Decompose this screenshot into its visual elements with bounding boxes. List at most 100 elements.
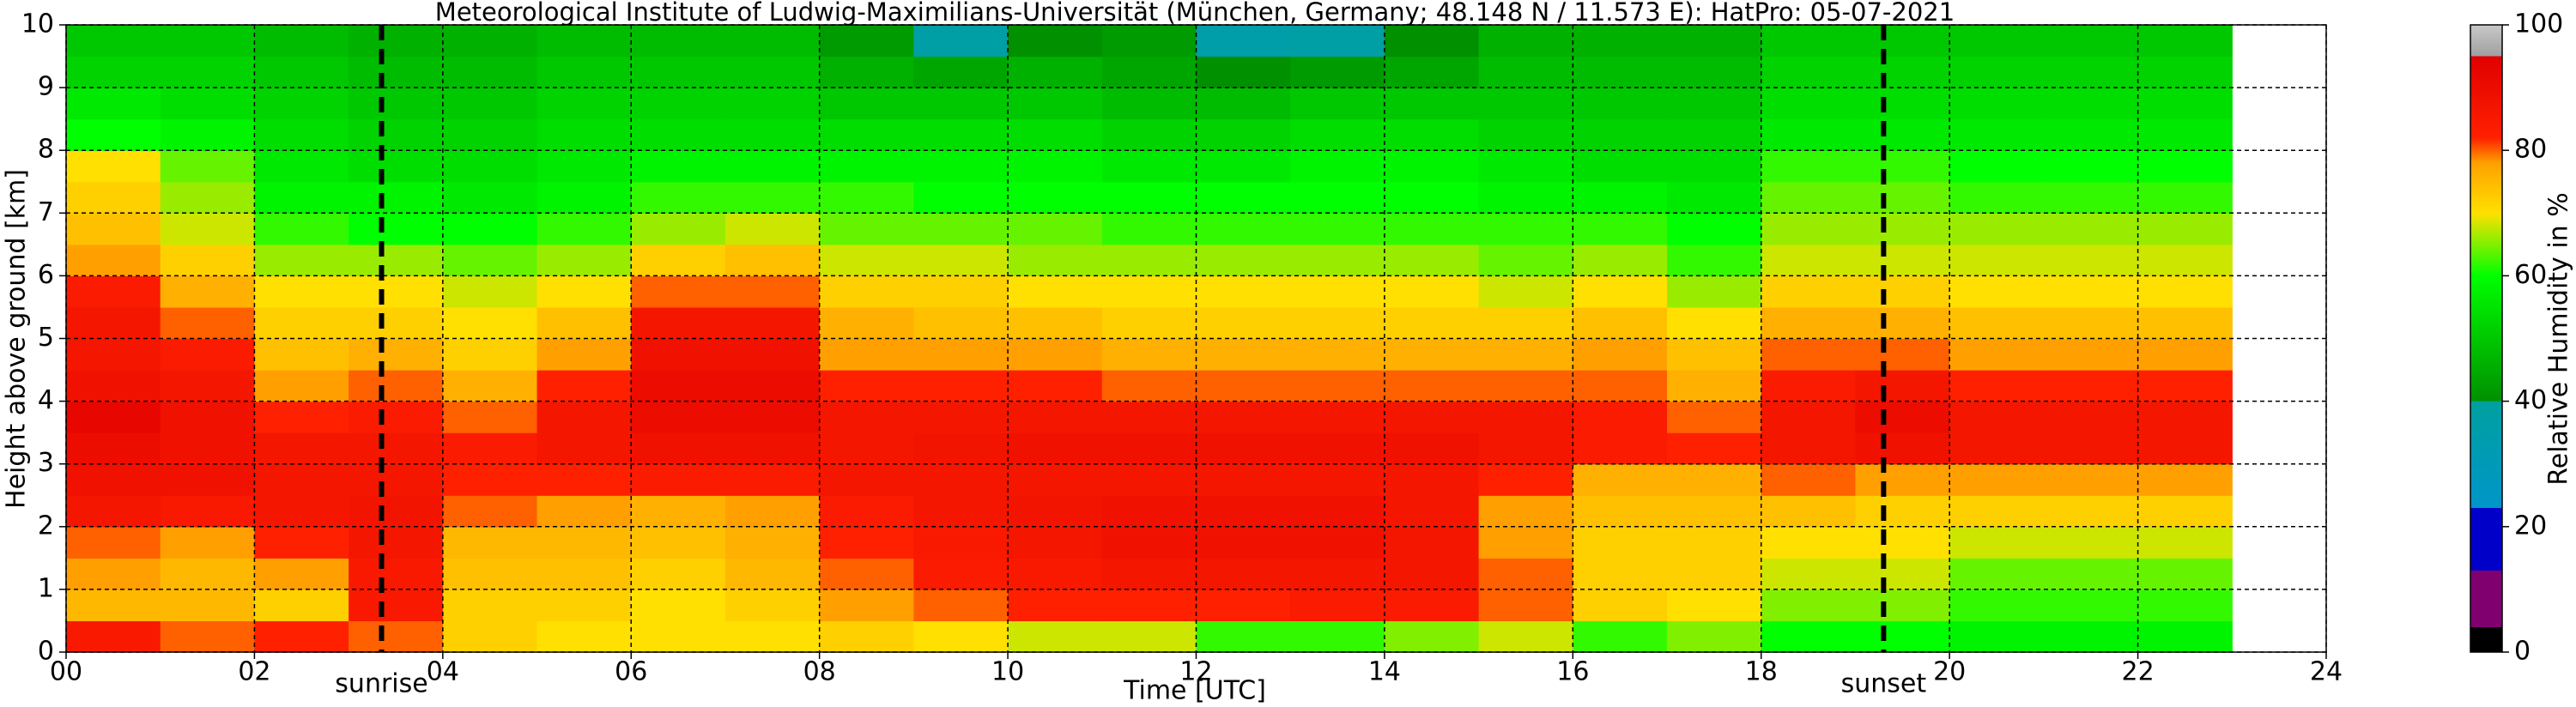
- heatmap-cell: [819, 558, 914, 590]
- colorbar-tick-label: 40: [2514, 385, 2547, 415]
- heatmap-cell: [254, 495, 349, 528]
- heatmap-cell: [1384, 306, 1480, 340]
- heatmap-cell: [2137, 495, 2233, 528]
- heatmap-cell: [1196, 118, 1291, 151]
- heatmap-cell: [442, 306, 538, 340]
- heatmap-cell: [1290, 463, 1385, 496]
- heatmap-cell: [1196, 213, 1291, 245]
- heatmap-cell: [536, 275, 632, 308]
- heatmap-cell: [1573, 558, 1668, 590]
- heatmap-cell: [442, 244, 538, 276]
- heatmap-cell: [631, 526, 726, 559]
- y-tick-label: 4: [38, 385, 54, 415]
- heatmap-cell: [1101, 432, 1197, 465]
- heatmap-cell: [1855, 25, 1950, 57]
- heatmap-cell: [1101, 213, 1197, 245]
- heatmap-cell: [1101, 495, 1197, 528]
- heatmap-cell: [913, 401, 1009, 433]
- heatmap-cell: [913, 589, 1009, 622]
- heatmap-cell: [1855, 495, 1950, 528]
- heatmap-cell: [1008, 244, 1103, 276]
- x-tick-label: 16: [1556, 657, 1589, 687]
- colorbar-tick-label: 0: [2514, 637, 2531, 667]
- heatmap-cell: [1290, 526, 1385, 559]
- heatmap-cell: [724, 150, 821, 183]
- heatmap-cell: [1008, 118, 1103, 151]
- x-tick-label: 20: [1933, 657, 1966, 687]
- heatmap-cell: [1384, 589, 1480, 622]
- heatmap-cell: [1667, 275, 1762, 308]
- heatmap-cell: [1384, 56, 1480, 88]
- heatmap-cell: [1196, 150, 1291, 183]
- heatmap-cell: [1573, 338, 1668, 371]
- heatmap-cell: [1478, 88, 1573, 120]
- heatmap-cell: [631, 589, 726, 622]
- heatmap-cell: [1761, 495, 1857, 528]
- heatmap-cell: [1101, 88, 1197, 120]
- heatmap-cell: [631, 306, 726, 340]
- heatmap-cell: [1008, 401, 1103, 433]
- y-tick-label: 2: [38, 511, 54, 541]
- heatmap-cell: [1667, 463, 1762, 496]
- heatmap-cell: [254, 56, 349, 88]
- heatmap-cell: [1290, 181, 1385, 214]
- heatmap-cell: [254, 463, 349, 496]
- heatmap-cell: [1101, 118, 1197, 151]
- heatmap-cell: [2137, 306, 2233, 340]
- colorbar-tick-label: 20: [2514, 511, 2547, 541]
- heatmap-cell: [536, 558, 632, 590]
- heatmap-cell: [724, 213, 821, 245]
- heatmap-cell: [1384, 181, 1480, 214]
- x-tick-label: 24: [2310, 657, 2343, 687]
- heatmap-cell: [1949, 401, 2045, 433]
- heatmap-cell: [2043, 495, 2139, 528]
- heatmap-cell: [724, 275, 821, 308]
- heatmap-cell: [442, 401, 538, 433]
- heatmap-cell: [1384, 620, 1480, 653]
- heatmap-cell: [1101, 150, 1197, 183]
- heatmap-cell: [160, 495, 256, 528]
- heatmap-cell: [1478, 401, 1573, 433]
- heatmap-cell: [536, 589, 632, 622]
- heatmap-cell: [913, 181, 1009, 214]
- heatmap-cell: [631, 88, 726, 120]
- heatmap-cell: [1101, 401, 1197, 433]
- heatmap-cell: [1667, 338, 1762, 371]
- heatmap-cell: [2137, 118, 2233, 151]
- heatmap-cell: [1478, 244, 1573, 276]
- heatmap-cell: [1667, 558, 1762, 590]
- heatmap-cell: [1761, 338, 1857, 371]
- heatmap-cell: [2137, 620, 2233, 653]
- heatmap-cell: [1008, 275, 1103, 308]
- heatmap-cell: [1290, 338, 1385, 371]
- heatmap-cell: [160, 181, 256, 214]
- heatmap-cell: [2043, 150, 2139, 183]
- heatmap-cell: [160, 432, 256, 465]
- heatmap-cell: [631, 495, 726, 528]
- heatmap-cell: [536, 401, 632, 433]
- heatmap-cell: [2043, 463, 2139, 496]
- heatmap-cell: [1949, 463, 2045, 496]
- heatmap-cell: [913, 306, 1009, 340]
- heatmap-cell: [66, 213, 161, 245]
- heatmap-cell: [819, 401, 914, 433]
- heatmap-cell: [724, 432, 821, 465]
- heatmap-cell: [1101, 25, 1197, 57]
- heatmap-cell: [66, 118, 161, 151]
- heatmap-cell: [1573, 589, 1668, 622]
- heatmap-cell: [2137, 213, 2233, 245]
- heatmap-cell: [1101, 620, 1197, 653]
- heatmap-cell: [1384, 495, 1480, 528]
- heatmap-cell: [913, 558, 1009, 590]
- heatmap-cell: [254, 558, 349, 590]
- heatmap-cell: [1101, 275, 1197, 308]
- heatmap-cell: [1949, 495, 2045, 528]
- heatmap-cell: [724, 25, 821, 57]
- heatmap-cell: [1290, 432, 1385, 465]
- heatmap-cell: [349, 370, 444, 402]
- heatmap-cell: [2137, 558, 2233, 590]
- heatmap-cell: [349, 244, 444, 276]
- heatmap-cell: [1855, 432, 1950, 465]
- heatmap-cell: [66, 526, 161, 559]
- heatmap-cell: [1573, 118, 1668, 151]
